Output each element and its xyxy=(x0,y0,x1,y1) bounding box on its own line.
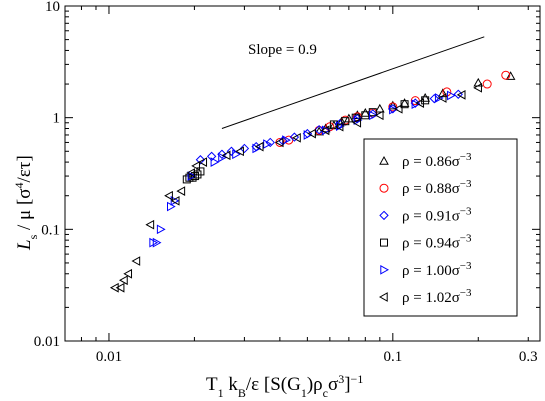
data-point-series-3 xyxy=(196,167,205,176)
data-point-series-1 xyxy=(442,87,452,97)
data-point-series-5 xyxy=(274,137,284,148)
legend-label: ρ = 1.02σ−3 xyxy=(402,287,472,306)
slope-line xyxy=(221,36,485,129)
legend-marker xyxy=(380,264,390,275)
data-point-series-5 xyxy=(320,125,330,136)
data-point-series-1 xyxy=(410,96,420,106)
data-point-series-2 xyxy=(314,125,324,135)
y-tick-label: 0.1 xyxy=(41,222,60,238)
data-point-series-5 xyxy=(415,98,425,108)
legend-label: ρ = 1.00σ−3 xyxy=(402,260,472,279)
data-point-series-2 xyxy=(388,104,398,114)
data-point-series-2 xyxy=(226,146,237,156)
data-point-series-4 xyxy=(353,115,363,126)
data-point-series-5 xyxy=(191,161,200,171)
data-point-series-4 xyxy=(447,90,456,101)
legend: ρ = 0.86σ−3 ρ = 0.88σ−3 ρ = 0.91σ−3 ρ = 0.9… xyxy=(363,138,518,317)
legend-marker xyxy=(379,155,389,165)
data-point-series-4 xyxy=(303,130,313,140)
data-point-series-4 xyxy=(152,237,162,248)
tick-labels: 0.01 0.1 0.3 0.01 0.1 1 10 xyxy=(34,0,538,365)
data-point-series-0 xyxy=(437,88,448,98)
data-point-series-5 xyxy=(109,282,119,293)
data-points xyxy=(109,70,516,293)
data-point-series-5 xyxy=(145,219,155,230)
legend-marker xyxy=(379,183,389,193)
y-tick-label: 10 xyxy=(45,0,60,15)
legend-label: ρ = 0.86σ−3 xyxy=(402,151,472,170)
data-point-series-3 xyxy=(329,120,338,129)
data-point-series-5 xyxy=(437,93,447,103)
legend-label: ρ = 0.88σ−3 xyxy=(402,178,472,197)
data-point-series-5 xyxy=(131,256,141,266)
axis-ticks xyxy=(64,6,540,342)
data-point-series-1 xyxy=(501,70,511,80)
data-point-series-3 xyxy=(191,172,200,181)
data-point-series-5 xyxy=(176,186,186,196)
data-point-series-2 xyxy=(239,143,250,154)
data-point-series-4 xyxy=(210,157,220,167)
data-point-series-4 xyxy=(263,139,272,149)
legend-label: ρ = 0.94σ−3 xyxy=(402,233,472,252)
data-point-series-4 xyxy=(434,93,444,103)
data-point-series-4 xyxy=(156,224,166,235)
data-point-series-0 xyxy=(505,71,516,80)
data-point-series-4 xyxy=(187,171,197,181)
data-point-series-2 xyxy=(265,137,275,148)
y-tick-label: 0.01 xyxy=(34,334,60,350)
legend-marker xyxy=(378,292,388,302)
data-point-series-3 xyxy=(341,117,350,126)
data-point-series-1 xyxy=(388,102,398,112)
data-point-series-2 xyxy=(195,155,206,165)
data-point-series-5 xyxy=(198,157,208,167)
x-tick-label: 0.3 xyxy=(519,349,538,365)
data-point-series-0 xyxy=(320,123,331,133)
data-point-series-5 xyxy=(456,90,466,100)
legend-label: ρ = 0.91σ−3 xyxy=(402,205,472,224)
legend-marker xyxy=(379,210,389,221)
plot-frame xyxy=(64,5,541,342)
data-point-series-0 xyxy=(399,98,410,107)
data-point-series-5 xyxy=(119,275,128,286)
data-point-series-4 xyxy=(389,104,398,115)
data-point-series-4 xyxy=(232,149,241,160)
data-point-series-4 xyxy=(369,110,378,121)
data-point-series-5 xyxy=(473,82,482,93)
legend-marker xyxy=(380,238,388,247)
data-point-series-5 xyxy=(235,146,244,157)
data-point-series-5 xyxy=(123,268,133,279)
data-point-series-4 xyxy=(411,99,421,110)
data-point-series-0 xyxy=(387,100,398,110)
data-point-series-5 xyxy=(254,141,264,152)
data-point-series-5 xyxy=(292,132,301,143)
data-point-series-5 xyxy=(393,103,403,114)
data-point-series-5 xyxy=(352,117,362,128)
data-point-series-5 xyxy=(334,121,344,132)
data-point-series-5 xyxy=(115,282,125,293)
data-point-series-3 xyxy=(400,100,409,109)
x-tick-label: 0.01 xyxy=(96,349,122,365)
slope-label: Slope = 0.9 xyxy=(248,42,317,58)
y-tick-label: 1 xyxy=(53,111,61,127)
data-point-series-5 xyxy=(307,128,316,139)
data-point-series-5 xyxy=(186,168,195,178)
x-tick-label: 0.1 xyxy=(383,349,402,365)
data-point-series-0 xyxy=(374,103,385,113)
data-point-series-0 xyxy=(420,92,431,102)
x-axis-title: T1 kB/ε [S(G1)ρcσ3]−1 xyxy=(206,372,363,400)
slope-annotation: Slope = 0.9 xyxy=(221,36,485,129)
data-point-series-0 xyxy=(329,120,339,130)
data-point-series-5 xyxy=(374,110,384,121)
data-point-series-5 xyxy=(170,195,180,206)
legend-box xyxy=(363,138,518,317)
y-axis-title: Ls / μ [σ4/ετ] xyxy=(12,155,40,251)
data-point-series-5 xyxy=(164,190,173,201)
data-point-series-1 xyxy=(482,79,492,89)
data-point-series-0 xyxy=(360,108,371,117)
data-point-series-2 xyxy=(206,151,217,162)
data-point-series-5 xyxy=(221,150,231,161)
data-point-series-2 xyxy=(217,149,227,159)
data-point-series-2 xyxy=(429,93,440,104)
